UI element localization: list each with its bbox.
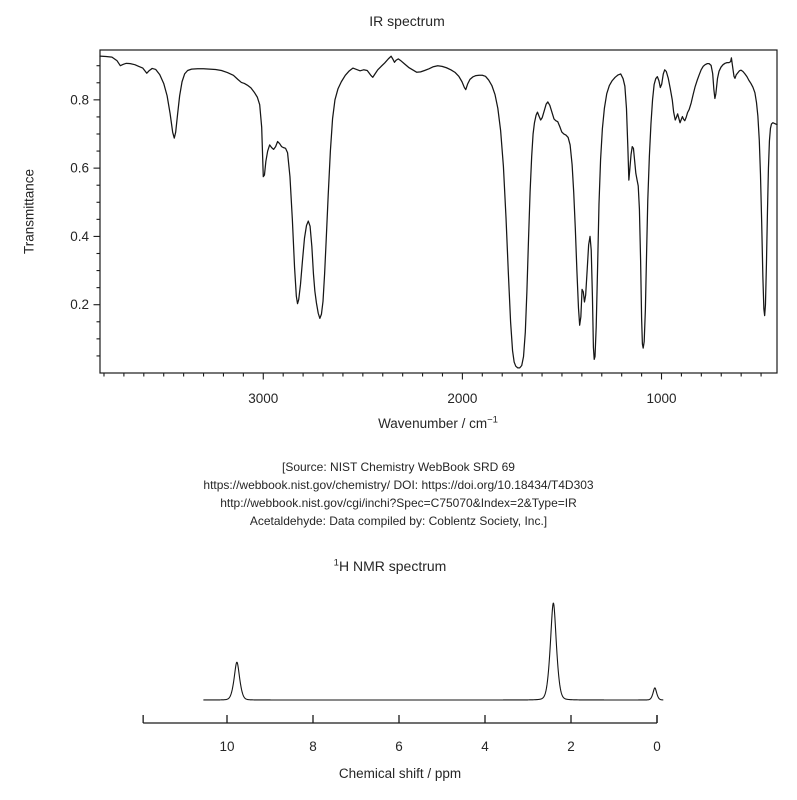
nmr-x-tick-label: 4 [481,739,489,754]
ir-y-tick-label: 0.2 [70,297,89,312]
ir-x-tick-label: 1000 [646,391,676,406]
ir-y-tick-label: 0.4 [70,229,89,244]
citation-line: [Source: NIST Chemistry WebBook SRD 69 [282,460,515,474]
citation-line: Acetaldehyde: Data compiled by: Coblentz… [249,514,548,528]
nmr-x-tick-label: 0 [653,739,661,754]
nmr-x-tick-label: 10 [219,739,234,754]
nmr-title-superscript: 1 [333,557,339,569]
nmr-chart: 10 8 6 4 2 0 [142,602,664,754]
ir-y-axis-label: Transmittance [21,168,37,255]
ir-y-tick-label: 0.6 [70,161,89,176]
nmr-x-tick-label: 6 [395,739,403,754]
ir-x-tick-label: 2000 [447,391,477,406]
ir-x-axis-label-superscript: −1 [487,414,498,426]
nmr-title-text: H NMR spectrum [338,558,447,574]
source-citation: [Source: NIST Chemistry WebBook SRD 69 h… [0,458,797,530]
nmr-chart-title: 1H NMR spectrum [90,558,690,574]
citation-line: http://webbook.nist.gov/cgi/inchi?Spec=C… [220,496,577,510]
ir-x-axis-label-text: Wavenumber / cm [378,416,488,431]
ir-spectrum-trace [99,55,778,369]
nmr-x-tick-label: 2 [567,739,575,754]
ir-chart-title: IR spectrum [369,13,445,29]
ir-chart: 3000 2000 1000 0.2 0.4 0.6 0.8 [70,49,778,406]
ir-plot-border [99,49,778,374]
citation-line: https://webbook.nist.gov/chemistry/ DOI:… [203,478,594,492]
nmr-x-axis-label: Chemical shift / ppm [338,766,462,781]
ir-x-tick-label: 3000 [248,391,278,406]
ir-y-tick-label: 0.8 [70,92,89,107]
nmr-x-tick-label: 8 [309,739,317,754]
nmr-spectrum-trace [203,602,664,701]
ir-x-axis-label: Wavenumber / cm−1 [138,414,738,431]
